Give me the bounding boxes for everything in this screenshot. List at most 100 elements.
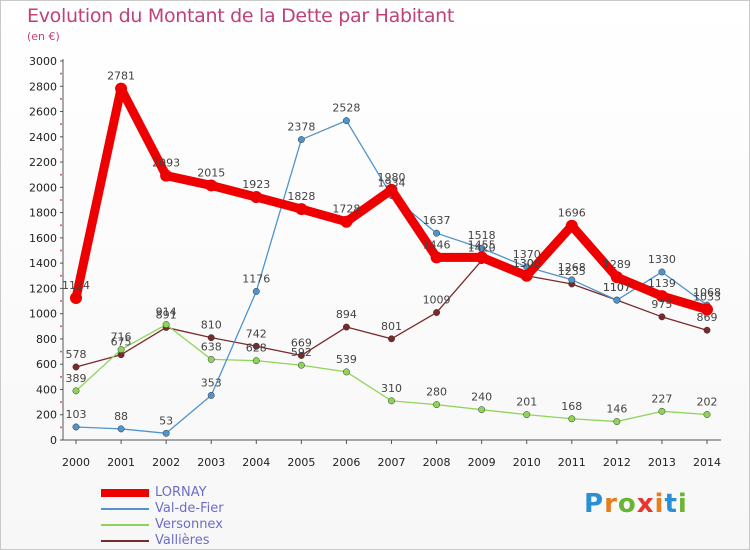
x-tick-label: 2005 [287,456,315,469]
data-label: 1068 [693,286,721,299]
y-tick-label: 600 [36,358,57,371]
logo-letter: x [636,489,655,519]
series-point [297,361,305,369]
series-point [433,309,441,316]
data-label: 894 [336,308,357,321]
y-minor-tick [60,173,62,176]
y-tick-label: 2000 [29,181,57,194]
series-point [295,203,308,216]
legend-label: Versonnex [155,517,223,532]
series-point [523,411,531,419]
series-point [703,326,711,334]
series-point [162,429,170,437]
series-point [658,407,666,415]
data-label: 53 [159,414,173,427]
data-label: 869 [697,311,718,324]
series-point [297,136,305,144]
data-label: 2015 [197,166,225,179]
data-label: 1446 [423,238,451,251]
series-point [207,355,215,363]
logo-letter: i [677,489,688,519]
series-point [297,352,305,359]
x-tick-label: 2011 [558,456,586,469]
y-tick-label: 200 [36,409,57,422]
x-tick-label: 2007 [378,456,406,469]
data-label: 810 [201,319,222,332]
x-tick-label: 2001 [107,456,135,469]
series-point [430,251,443,264]
chart-title: Evolution du Montant de la Dette par Hab… [27,5,455,27]
y-tick-label: 2200 [29,156,57,169]
data-label: 669 [291,336,312,349]
legend-swatch [101,524,149,526]
y-minor-tick [60,300,62,303]
data-label: 1923 [242,178,270,191]
data-label: 1330 [648,253,676,266]
legend-label: LORNAY [155,485,207,500]
series-point [70,292,82,305]
series-point [207,334,215,342]
data-label: 1235 [558,265,586,278]
series-point [433,229,441,237]
data-label: 1934 [378,177,406,190]
logo-letter: P [584,489,605,519]
series-point [207,391,215,399]
data-label: 240 [471,391,492,404]
series-point [342,368,350,376]
data-label: 1420 [468,242,496,255]
data-label: 539 [336,353,357,366]
series-point [433,401,441,409]
y-tick-label: 2800 [29,80,57,93]
series-point [610,271,623,284]
data-label: 1107 [603,281,631,294]
data-label: 914 [156,306,177,319]
data-label: 202 [697,395,718,408]
data-label: 168 [561,400,582,413]
data-label: 353 [201,376,222,389]
y-minor-tick [60,224,62,227]
series-point [162,321,170,328]
legend-swatch [101,508,149,510]
series-point [72,387,80,395]
y-tick-label: 2400 [29,131,57,144]
series-point [520,269,533,282]
y-minor-tick [60,325,62,328]
y-tick-label: 1800 [29,207,57,220]
series-point [475,251,488,264]
y-minor-tick [60,426,62,429]
data-label: 88 [114,410,128,423]
data-label: 628 [246,342,267,355]
series-point [72,363,80,371]
series-point [160,169,173,182]
data-label: 280 [426,386,447,399]
series-point [388,335,395,343]
x-tick-label: 2006 [332,456,360,469]
data-label: 2093 [152,157,180,170]
legend-swatch [101,540,149,542]
y-minor-tick [60,198,62,201]
series-point [340,215,353,228]
x-tick-label: 2004 [242,456,270,469]
data-label: 1139 [648,277,676,290]
series-point [655,290,668,303]
series-point [613,418,621,426]
x-tick-label: 2009 [468,456,496,469]
data-label: 1107 [603,281,631,294]
y-tick-label: 1200 [29,282,57,295]
series-point [701,303,713,316]
data-label: 2528 [332,102,360,115]
data-label: 1300 [513,257,541,270]
data-label: 742 [246,327,267,340]
data-label: 1009 [423,294,451,307]
legend-swatch [101,489,149,497]
data-label: 310 [381,382,402,395]
y-tick-label: 3000 [29,55,57,68]
y-minor-tick [60,401,62,404]
data-label: 1300 [513,257,541,270]
x-tick-label: 2008 [423,456,451,469]
series-point [252,287,260,295]
data-label: 2378 [287,121,315,134]
data-label: 1637 [423,214,451,227]
logo-letter: i [654,489,665,519]
data-label: 1370 [513,248,541,261]
